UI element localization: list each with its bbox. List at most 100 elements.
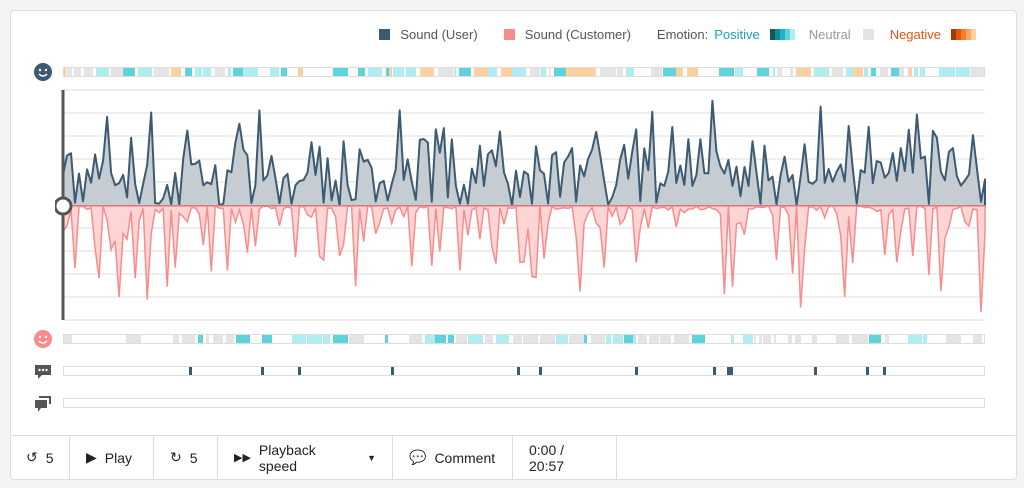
- emotion-segment: [869, 335, 882, 343]
- comment-marker[interactable]: [261, 367, 264, 375]
- emotion-segment: [243, 68, 259, 76]
- comment-marker[interactable]: [189, 367, 192, 375]
- rewind-5-button[interactable]: ↺ 5: [10, 436, 70, 479]
- emotion-segment: [333, 335, 348, 343]
- emotion-segment: [225, 335, 234, 343]
- emotion-segment: [523, 335, 538, 343]
- legend-positive: Positive: [714, 27, 760, 42]
- emotion-segment: [922, 335, 928, 343]
- emotion-segment: [938, 68, 955, 76]
- emotion-segment: [453, 68, 456, 76]
- emotion-segment: [788, 335, 793, 343]
- user-smiley-icon: [34, 63, 52, 81]
- forward-5-button[interactable]: ↻ 5: [154, 436, 218, 479]
- comment-marker[interactable]: [635, 367, 638, 375]
- waveform-chart[interactable]: [55, 88, 995, 324]
- rewind-label: 5: [45, 449, 54, 466]
- emotion-segment: [280, 68, 287, 76]
- comment-marker[interactable]: [727, 367, 730, 375]
- comment-marker[interactable]: [298, 367, 301, 375]
- emotion-segment: [606, 335, 611, 343]
- emotion-segment: [813, 68, 830, 76]
- conversation-bar[interactable]: [63, 398, 985, 408]
- comment-marker[interactable]: [866, 367, 869, 375]
- emotion-segment: [540, 335, 556, 343]
- comment-label: Comment: [434, 449, 496, 466]
- emotion-segment: [600, 68, 616, 76]
- emotion-segment: [795, 335, 801, 343]
- emotion-segment: [270, 68, 280, 76]
- comment-marker[interactable]: [539, 367, 542, 375]
- comment-marker[interactable]: [883, 367, 886, 375]
- emotion-segment: [96, 68, 110, 76]
- emotion-segment: [730, 335, 735, 343]
- emotion-segment: [83, 68, 94, 76]
- emotion-segment: [590, 335, 606, 343]
- comment-marker[interactable]: [713, 367, 716, 375]
- emotion-segment: [686, 68, 698, 76]
- legend-customer: Sound (Customer): [524, 27, 631, 42]
- emotion-segment: [195, 68, 203, 76]
- speech-bubbles-icon: [35, 396, 51, 412]
- emotion-segment: [612, 335, 623, 343]
- playhead-handle[interactable]: [55, 196, 73, 216]
- emotion-segment: [773, 335, 777, 343]
- emotion-segment: [673, 335, 690, 343]
- emotion-segment: [437, 68, 453, 76]
- emotion-segment: [777, 68, 782, 76]
- legend: Sound (User) Sound (Customer) Emotion: P…: [379, 27, 984, 42]
- comment-marker[interactable]: [730, 367, 733, 375]
- emotion-segment: [541, 68, 547, 76]
- emotion-segment: [649, 335, 659, 343]
- customer-swatch: [503, 29, 515, 40]
- emotion-segment: [651, 68, 663, 76]
- emotion-segment: [920, 68, 925, 76]
- emotion-segment: [123, 68, 135, 76]
- emotion-segment: [880, 68, 888, 76]
- emotion-segment: [480, 68, 488, 76]
- emotion-segment: [660, 335, 671, 343]
- legend-negative: Negative: [889, 27, 941, 42]
- emotion-segment: [849, 68, 853, 76]
- emotion-segment: [584, 335, 588, 343]
- forward-icon: ↻: [170, 449, 182, 465]
- emotion-segment: [368, 68, 383, 76]
- user-emotion-bar[interactable]: [63, 67, 985, 77]
- time-text: 0:00 / 20:57: [529, 441, 565, 474]
- playback-speed-dropdown[interactable]: ▶▶ Playback speed ▼: [218, 436, 393, 479]
- customer-sound-waveform: [62, 204, 986, 313]
- play-icon: ▶: [86, 449, 97, 465]
- emotion-segment: [790, 68, 794, 76]
- emotion-segment: [64, 68, 66, 76]
- emotion-segment: [555, 335, 568, 343]
- comment-button[interactable]: 💬 Comment: [393, 436, 513, 479]
- comment-marker[interactable]: [391, 367, 394, 375]
- legend-user: Sound (User): [400, 27, 478, 42]
- emotion-segment: [772, 68, 775, 76]
- comment-marker[interactable]: [517, 367, 520, 375]
- play-button[interactable]: ▶ Play: [70, 436, 154, 479]
- comment-markers-bar[interactable]: [63, 366, 985, 376]
- emotion-segment: [530, 68, 541, 76]
- emotion-segment: [500, 68, 512, 76]
- emotion-segment: [759, 335, 762, 343]
- emotion-segment: [228, 68, 232, 76]
- customer-emotion-bar[interactable]: [63, 334, 985, 344]
- emotion-segment: [184, 68, 193, 76]
- comment-icon: 💬: [409, 449, 427, 465]
- negative-gradient: [951, 29, 976, 40]
- emotion-segment: [554, 68, 567, 76]
- emotion-segment: [742, 335, 754, 343]
- emotion-segment: [718, 68, 734, 76]
- emotion-segment: [852, 68, 864, 76]
- legend-emotion-label: Emotion:: [656, 27, 709, 42]
- emotion-segment: [756, 68, 770, 76]
- emotion-segment: [796, 68, 812, 76]
- emotion-segment: [448, 335, 454, 343]
- emotion-segment: [570, 68, 582, 76]
- emotion-segment: [832, 68, 843, 76]
- emotion-segment: [424, 335, 436, 343]
- emotion-segment: [233, 68, 243, 76]
- emotion-segment: [197, 335, 203, 343]
- comment-marker[interactable]: [814, 367, 817, 375]
